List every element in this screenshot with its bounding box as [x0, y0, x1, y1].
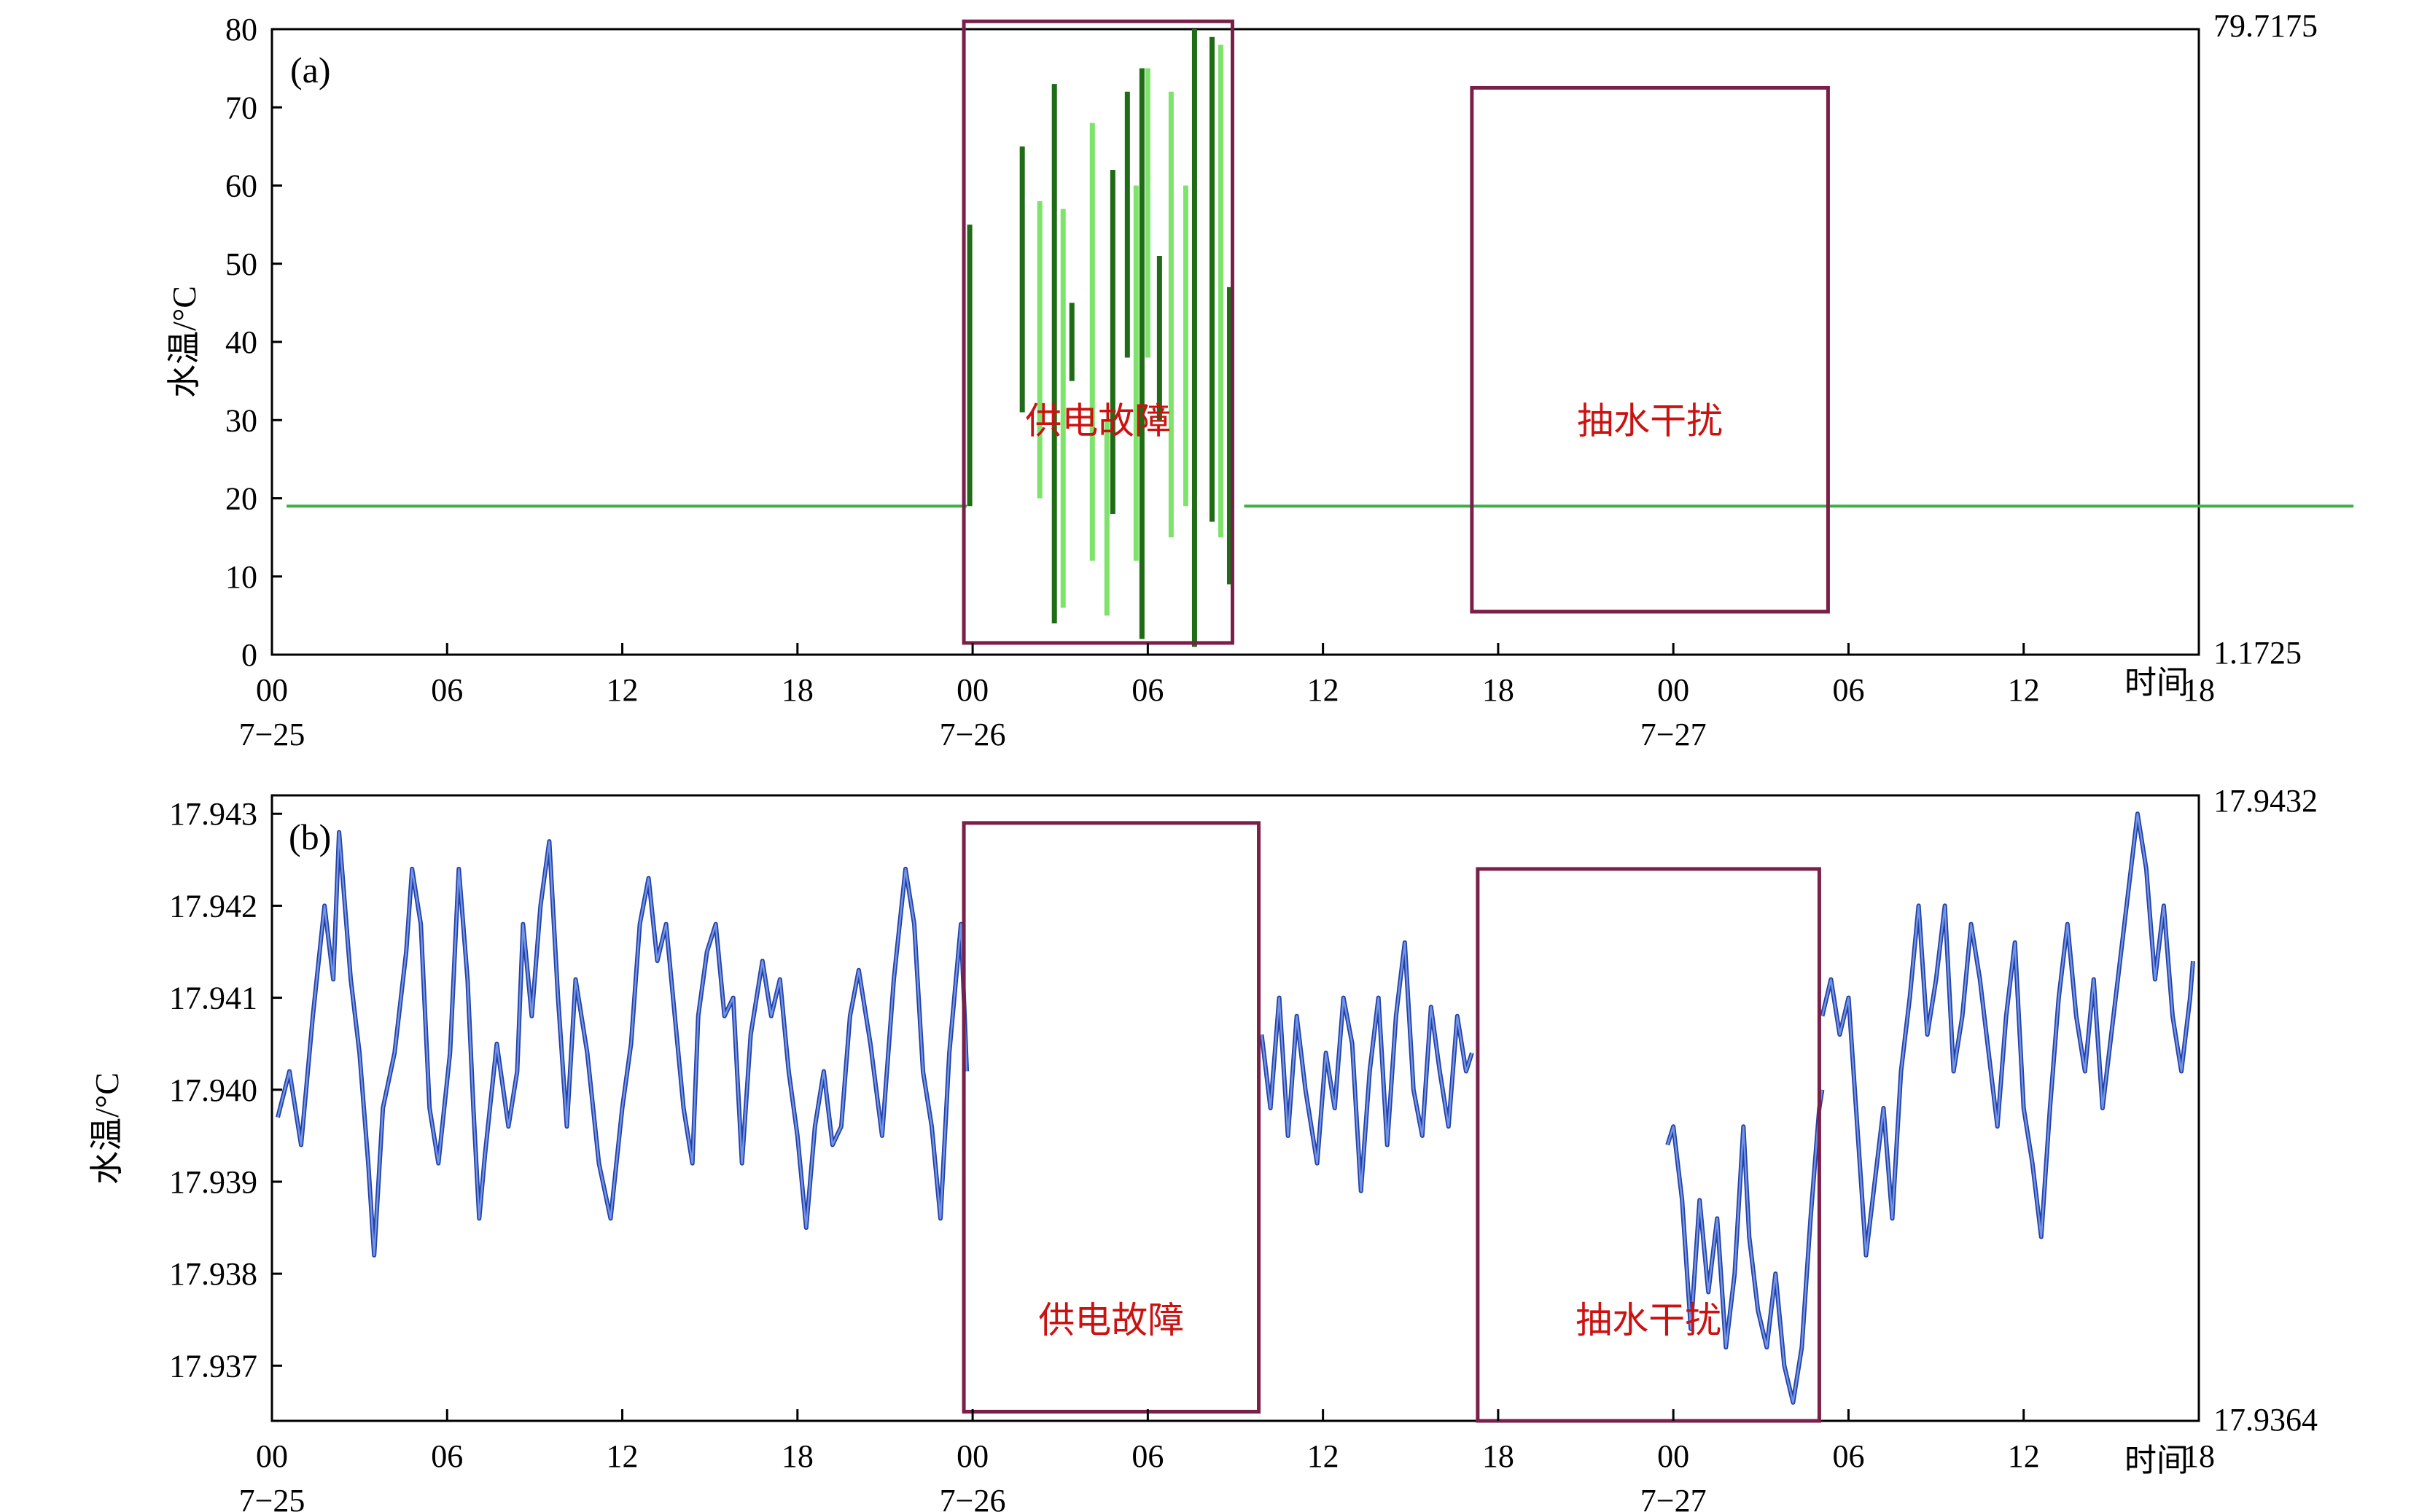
annotation-box: [962, 19, 1234, 645]
y-tick-label: 10: [225, 559, 257, 595]
x-tick-label: 18: [2183, 672, 2215, 708]
x-tick-label: 12: [607, 1438, 639, 1474]
panel-b-frame: [270, 794, 2200, 1422]
x-tick-label: 06: [1832, 672, 1864, 708]
panel-a-frame: [270, 28, 2200, 656]
y-tick-label: 30: [225, 402, 257, 438]
panel-b-label: (b): [289, 817, 331, 857]
series-highlight: [1667, 1089, 1823, 1404]
annotation-label: 供电故障: [1025, 400, 1171, 441]
x-tick-label: 00: [1657, 1438, 1689, 1474]
x-tick-label: 12: [2008, 1438, 2040, 1474]
y-tick-label: 17.943: [169, 796, 257, 832]
x-date-label: 7−27: [1640, 1483, 1707, 1512]
y-tick-label: 17.939: [169, 1164, 257, 1200]
y-tick-label: 17.940: [169, 1072, 257, 1108]
y-tick-label: 80: [225, 12, 257, 47]
x-tick-label: 06: [1832, 1438, 1864, 1474]
y-tick-label: 60: [225, 168, 257, 204]
series-highlight: [276, 831, 968, 1257]
panel-b-xticks: 00 7−25 06 12 18 00 7−26 06 12 18 00 7−27 06 12 18: [239, 1409, 2215, 1512]
panel-b-boxes: 供电故障 抽水干扰: [962, 821, 1821, 1423]
annotation-box: [962, 821, 1261, 1414]
series-line: [1665, 1089, 1825, 1405]
x-date-label: 7−25: [239, 717, 305, 752]
panel-b: 供电故障 抽水干扰 17.93717.93817.93917.94017.9411…: [88, 783, 2318, 1512]
x-tick-label: 06: [1132, 672, 1164, 708]
x-tick-label: 12: [607, 672, 639, 708]
panel-b-series: [276, 811, 2195, 1405]
x-tick-label: 00: [957, 672, 989, 708]
x-tick-label: 18: [1482, 1438, 1514, 1474]
x-tick-label: 00: [256, 1438, 288, 1474]
x-tick-label: 06: [431, 1438, 463, 1474]
panel-a-ylabel: 水温/°C: [165, 286, 203, 398]
x-tick-label: 00: [957, 1438, 989, 1474]
x-date-label: 7−26: [940, 1483, 1006, 1512]
annotation-box: [1476, 867, 1821, 1423]
panel-b-yticks: 17.937 17.938 17.939 17.940 17.941 17.942 17.9…: [169, 796, 282, 1384]
x-date-label: 7−27: [1640, 717, 1707, 752]
y-tick-label: 40: [225, 324, 257, 360]
y-tick-label: 17.942: [169, 888, 257, 924]
y-tick-label: 70: [225, 90, 257, 125]
series-highlight: [1821, 812, 2194, 1257]
panel-a-right-top: 79.7175: [2213, 8, 2318, 44]
y-tick-label: 50: [225, 246, 257, 282]
x-date-label: 7−25: [239, 1483, 305, 1512]
panel-b-ylabel: 水温/°C: [88, 1072, 125, 1185]
panel-a-xticks: 00 7−25 06 12 18 00 7−26 06 12 18 00 7−27 06 12 18: [239, 643, 2215, 752]
panel-b-right-top: 17.9432: [2213, 783, 2318, 819]
y-tick-label: 0: [241, 637, 257, 673]
panel-a-xlabel: 时间: [2124, 665, 2189, 701]
y-tick-label: 17.938: [169, 1256, 257, 1292]
panel-a-yticks: 0 10 20 30 40 50 60 70 80: [225, 12, 282, 673]
annotation-label: 供电故障: [1038, 1300, 1184, 1341]
panel-a-right-bottom: 1.1725: [2213, 635, 2302, 671]
series-line: [276, 830, 970, 1258]
annotation-label: 抽水干扰: [1577, 400, 1723, 441]
annotation-box: [1470, 85, 1830, 614]
panel-a-label: (a): [290, 50, 331, 90]
panel-a-boxes: 供电故障 抽水干扰: [962, 19, 1830, 645]
panel-a-series: [287, 29, 2354, 647]
panel-b-right-bottom: 17.9364: [2213, 1402, 2318, 1438]
y-tick-label: 17.937: [169, 1348, 257, 1384]
x-tick-label: 06: [431, 672, 463, 708]
series-line: [1820, 811, 2195, 1258]
series-highlight: [1261, 941, 1473, 1192]
x-tick-label: 12: [2008, 672, 2040, 708]
annotation-label: 抽水干扰: [1575, 1300, 1721, 1341]
y-tick-label: 17.941: [169, 981, 257, 1016]
x-tick-label: 18: [782, 672, 814, 708]
panel-b-xlabel: 时间: [2124, 1443, 2189, 1478]
y-tick-label: 20: [225, 481, 257, 517]
x-tick-label: 00: [1657, 672, 1689, 708]
x-tick-label: 06: [1132, 1438, 1164, 1474]
x-tick-label: 12: [1307, 672, 1339, 708]
x-tick-label: 00: [256, 672, 288, 708]
x-tick-label: 18: [2183, 1438, 2215, 1474]
x-tick-label: 18: [782, 1438, 814, 1474]
x-tick-label: 18: [1482, 672, 1514, 708]
x-date-label: 7−26: [940, 717, 1006, 752]
x-tick-label: 12: [1307, 1438, 1339, 1474]
